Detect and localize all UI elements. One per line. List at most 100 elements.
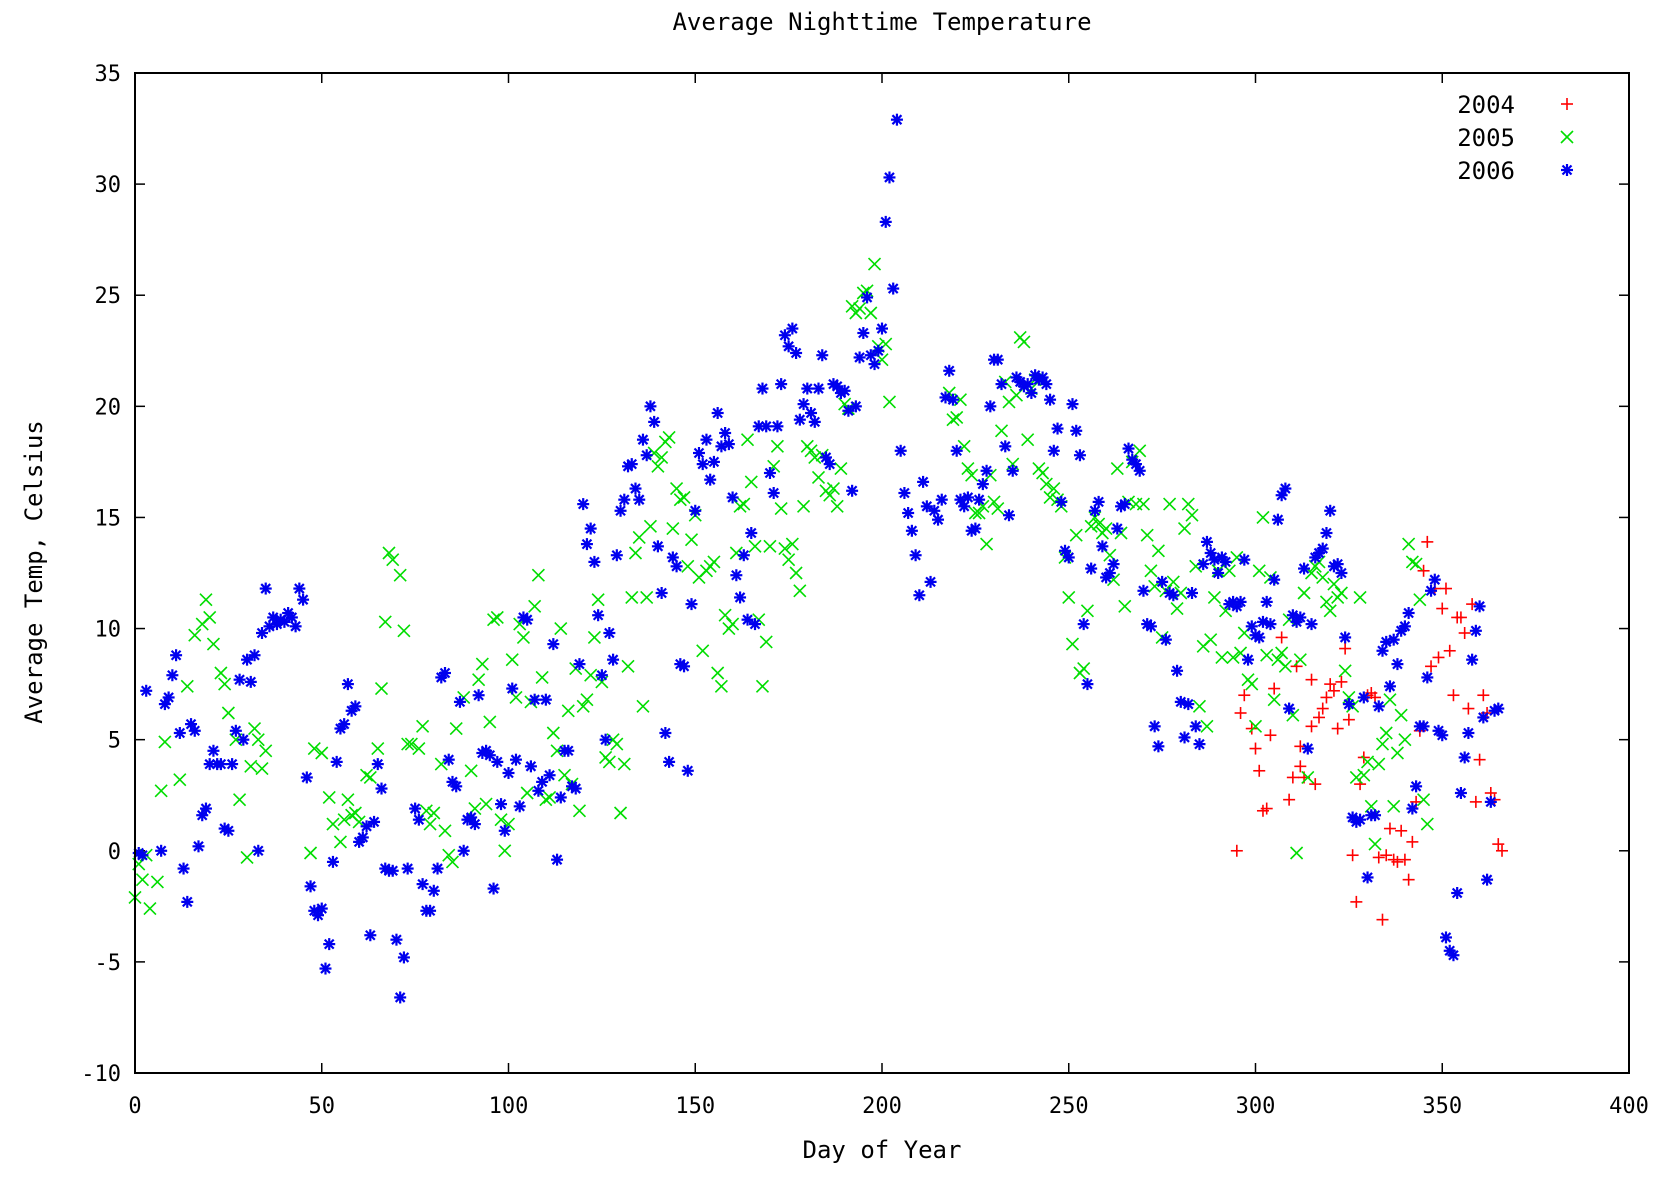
data-point-2006 [394, 991, 407, 1004]
data-point-2005 [416, 719, 430, 733]
data-point-2006 [304, 880, 317, 893]
data-point-2006 [226, 758, 239, 771]
data-point-2006 [584, 522, 597, 535]
data-point-2006 [1055, 495, 1068, 508]
data-point-2004 [1290, 660, 1303, 673]
data-point-2005 [961, 461, 975, 476]
data-point-2005 [445, 855, 460, 869]
data-point-2005 [303, 846, 318, 860]
data-point-2006 [356, 831, 369, 844]
data-point-2006 [610, 549, 623, 562]
data-point-2005 [591, 593, 605, 607]
y-tick-label: 15 [95, 506, 122, 531]
data-point-2005 [643, 519, 657, 533]
data-point-2005 [621, 659, 635, 673]
data-point-2005 [1177, 521, 1192, 536]
data-point-2006 [1264, 618, 1277, 631]
data-point-2006 [711, 407, 724, 419]
data-point-2005 [729, 546, 743, 560]
data-point-2006 [416, 878, 429, 891]
data-point-2006 [506, 682, 519, 695]
data-point-2005 [572, 804, 587, 818]
data-point-2005 [412, 741, 426, 756]
legend-marker-2005 [1560, 130, 1574, 144]
data-point-2005 [341, 793, 355, 807]
data-point-2005 [617, 757, 631, 771]
data-point-2005 [1357, 768, 1371, 782]
data-point-2005 [632, 530, 646, 545]
data-point-2005 [1118, 599, 1132, 613]
data-point-2006 [663, 755, 676, 768]
data-point-2005 [670, 481, 684, 496]
data-point-2006 [1178, 731, 1191, 744]
data-point-2005 [397, 624, 411, 638]
data-point-2006 [1481, 873, 1494, 886]
data-point-2006 [849, 400, 862, 413]
y-tick-label: 10 [95, 618, 122, 643]
data-point-2006 [1357, 691, 1370, 704]
data-point-2006 [1342, 698, 1355, 711]
data-point-2006 [1473, 600, 1486, 613]
data-point-2004 [1496, 844, 1509, 857]
data-point-2006 [681, 764, 694, 777]
data-point-2006 [386, 864, 399, 877]
data-point-2004 [1324, 678, 1337, 691]
data-point-2005 [770, 439, 784, 453]
data-point-2005 [464, 764, 478, 778]
data-point-2006 [995, 378, 1008, 391]
y-tick-label: 35 [95, 62, 122, 87]
data-point-2005 [1327, 577, 1341, 591]
data-point-2004 [1421, 535, 1434, 548]
data-point-2006 [1301, 742, 1314, 755]
data-point-2006 [401, 862, 414, 875]
data-point-2006 [1219, 555, 1232, 568]
data-point-2004 [1443, 644, 1456, 657]
data-point-2006 [244, 675, 257, 688]
data-point-2005 [494, 813, 508, 827]
data-point-2005 [636, 699, 650, 713]
data-point-2006 [592, 609, 605, 622]
data-point-2006 [222, 824, 235, 837]
data-point-2006 [670, 560, 683, 573]
data-point-2006 [950, 444, 963, 457]
data-point-2006 [177, 862, 190, 875]
data-point-2004 [1320, 691, 1333, 704]
legend-label-2004: 2004 [1457, 91, 1515, 119]
data-point-2005 [655, 450, 669, 465]
data-point-2004 [1350, 895, 1363, 908]
data-point-2005 [748, 539, 762, 553]
data-point-2006 [756, 382, 769, 395]
data-point-2005 [1256, 510, 1270, 525]
data-point-2005 [554, 621, 568, 636]
data-point-2005 [610, 737, 624, 751]
data-point-2005 [546, 726, 560, 740]
data-point-2005 [1267, 693, 1281, 707]
data-point-2006 [1051, 422, 1064, 435]
data-point-2005 [1323, 604, 1337, 618]
data-point-2004 [1275, 631, 1288, 644]
data-point-2006 [495, 798, 508, 811]
data-point-2006 [1283, 702, 1296, 715]
data-point-2005 [259, 744, 273, 758]
data-point-2005 [867, 257, 882, 271]
data-point-2004 [1245, 722, 1258, 735]
data-point-2006 [173, 727, 186, 739]
data-point-2006 [390, 933, 403, 946]
data-point-2004 [1309, 778, 1322, 791]
data-point-2006 [1469, 624, 1482, 637]
data-point-2006 [1324, 504, 1337, 517]
data-point-2006 [1156, 575, 1169, 588]
data-point-2004 [1380, 849, 1393, 862]
data-point-2006 [696, 458, 709, 471]
data-point-2005 [1387, 799, 1401, 813]
data-point-2005 [991, 501, 1005, 516]
data-point-2005 [1398, 733, 1412, 747]
data-point-2006 [905, 524, 918, 537]
data-point-2005 [759, 635, 773, 649]
data-point-2006 [297, 593, 310, 606]
data-point-2005 [1375, 737, 1390, 751]
data-point-2006 [1167, 589, 1180, 602]
data-point-2005 [1110, 461, 1124, 476]
data-point-2004 [1398, 853, 1411, 866]
data-point-2006 [595, 669, 608, 682]
